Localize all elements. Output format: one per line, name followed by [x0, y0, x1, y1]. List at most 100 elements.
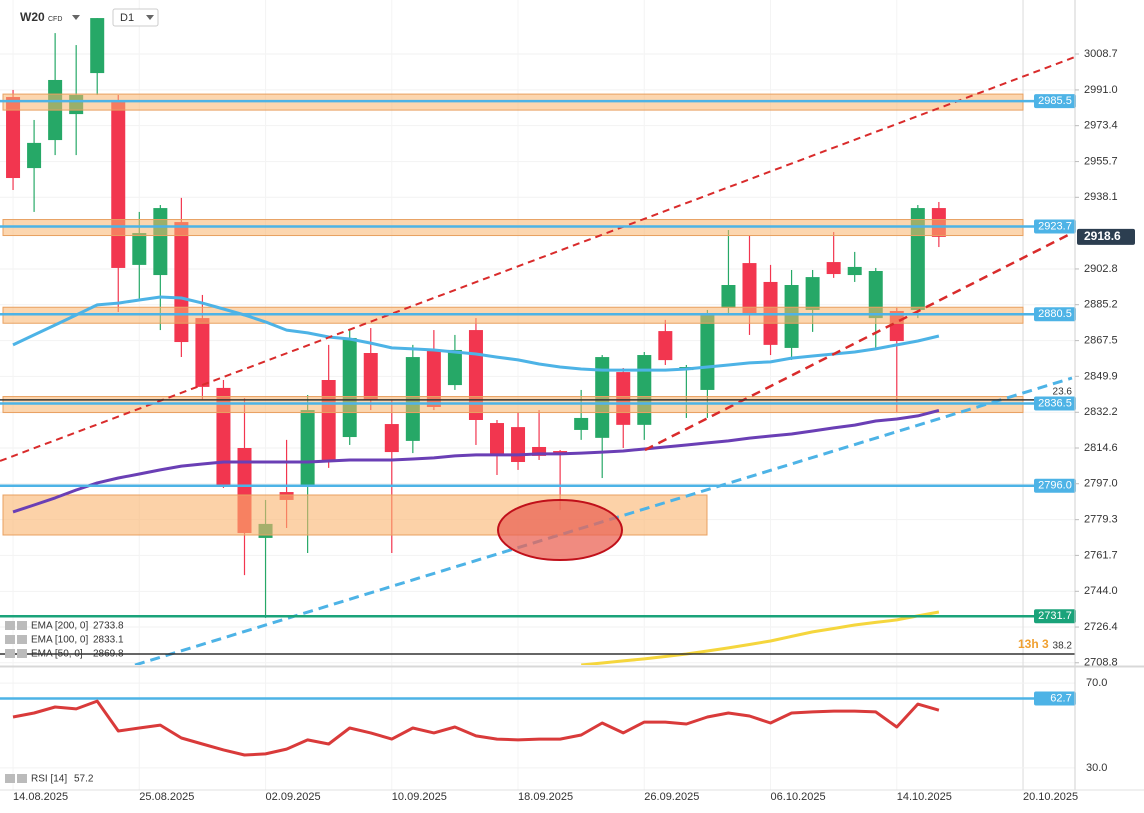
rsi-line-group	[12, 699, 940, 757]
legend-icon	[5, 635, 15, 644]
y-tick-label: 2955.7	[1084, 155, 1118, 167]
legend-icon	[17, 774, 27, 783]
y-tick-label: 2779.3	[1084, 514, 1118, 526]
highlight-ellipse	[497, 499, 623, 561]
x-tick-label: 10.09.2025	[392, 791, 447, 803]
y-tick-label: 2991.0	[1084, 84, 1118, 96]
legend-icon	[5, 774, 15, 783]
legend-icon	[5, 621, 15, 630]
header: W20 CFD D1	[20, 8, 159, 27]
legend-icon	[17, 621, 27, 630]
candle-body	[447, 349, 462, 386]
candle-body	[532, 446, 547, 456]
rsi-level-box	[1034, 691, 1076, 706]
candle-body	[363, 353, 378, 400]
level-label: 2796.0	[1038, 480, 1072, 492]
candle-body	[426, 349, 441, 407]
levels: 23.6 38.2 2985.5 2923.7 2880.5 2836.5 2796.0 27…	[0, 94, 1135, 655]
rsi-tick-label: 70.0	[1086, 677, 1107, 689]
x-tick-label: 14.08.2025	[13, 791, 68, 803]
interval: D1	[120, 12, 134, 24]
symbol-dropdown[interactable]	[72, 15, 80, 20]
y-tick-label: 3008.7	[1084, 48, 1118, 60]
candle-body	[90, 18, 105, 74]
ema-line	[581, 610, 940, 665]
y-tick-label: 2761.7	[1084, 549, 1118, 561]
legend-name: EMA [50, 0]	[31, 649, 83, 660]
level-label-box	[1034, 396, 1076, 411]
fib-label: 23.6	[1053, 387, 1073, 398]
candle-body	[153, 208, 168, 276]
y-tick-label: 2885.2	[1084, 299, 1118, 311]
candle-body	[658, 331, 673, 361]
y-tick-label: 2744.0	[1084, 585, 1118, 597]
candle-body	[805, 277, 820, 310]
legend-icon	[17, 649, 27, 658]
candle-body	[721, 285, 736, 308]
y-tick-label: 2726.4	[1084, 621, 1118, 633]
rsi-legend-value: 57.2	[74, 774, 94, 785]
level-label-box	[1034, 219, 1076, 234]
legend-value: 2869.8	[93, 649, 124, 660]
interval-selector[interactable]	[112, 8, 159, 27]
ema-line	[12, 295, 940, 372]
candle-body	[826, 262, 841, 275]
x-tick-label: 02.09.2025	[266, 791, 321, 803]
y-tick-label: 2708.8	[1084, 657, 1118, 669]
rsi-line	[12, 699, 940, 757]
candle-body	[637, 355, 652, 425]
interval-dropdown[interactable]	[146, 15, 154, 20]
level-label: 2985.5	[1038, 95, 1072, 107]
rsi-tick-label: 30.0	[1086, 762, 1107, 774]
y-tick-label: 2973.4	[1084, 120, 1118, 132]
legend-name: EMA [100, 0]	[31, 635, 88, 646]
candle-body	[132, 233, 147, 265]
last-price-label: 2918.6	[1084, 229, 1121, 243]
legend-value: 2833.1	[93, 635, 124, 646]
y-tick-label: 2797.0	[1084, 478, 1118, 490]
y-tick-label: 2849.9	[1084, 370, 1118, 382]
level-label: 2923.7	[1038, 220, 1072, 232]
candle-body	[847, 266, 862, 276]
x-tick-label: 20.10.2025	[1023, 791, 1078, 803]
fib-label: 38.2	[1053, 641, 1073, 652]
y-tick-label: 2814.6	[1084, 442, 1118, 454]
x-tick-label: 14.10.2025	[897, 791, 952, 803]
candle-body	[342, 337, 357, 438]
symbol: W20	[20, 10, 45, 24]
ema-line	[12, 408, 940, 514]
indicator-lines	[12, 295, 940, 665]
legend-value: 2733.8	[93, 621, 124, 632]
x-tick-label: 06.10.2025	[771, 791, 826, 803]
y-tick-label: 2867.5	[1084, 335, 1118, 347]
candle-body	[300, 410, 315, 487]
level-label: 2731.7	[1038, 610, 1072, 622]
support-trendline	[644, 231, 1073, 452]
candle-body	[6, 97, 21, 179]
last-price-box	[1077, 228, 1135, 245]
legend-icon	[17, 635, 27, 644]
y-tick-label: 2938.1	[1084, 191, 1118, 203]
candle-body	[111, 101, 126, 268]
y-tick-label: 2902.8	[1084, 263, 1118, 275]
countdown: 13h 3	[1018, 637, 1049, 651]
level-label: 2880.5	[1038, 308, 1072, 320]
x-tick-label: 25.08.2025	[139, 791, 194, 803]
candle-body	[27, 142, 42, 169]
candle-body	[174, 222, 189, 343]
x-tick-label: 18.09.2025	[518, 791, 573, 803]
legend-icon	[5, 649, 15, 658]
level-label-box	[1034, 94, 1076, 109]
trendlines	[0, 56, 1075, 665]
y-tick-label: 2832.2	[1084, 406, 1118, 418]
rsi-legend-name: RSI [14]	[31, 774, 67, 785]
candle-body	[321, 380, 336, 463]
candle-body	[742, 263, 757, 316]
legend: EMA [200, 0] 2733.8 EMA [100, 0] 2833.1 EMA …	[5, 621, 124, 660]
level-label-box	[1034, 478, 1076, 493]
level-label: 2836.5	[1038, 397, 1072, 409]
candle-body	[384, 424, 399, 453]
